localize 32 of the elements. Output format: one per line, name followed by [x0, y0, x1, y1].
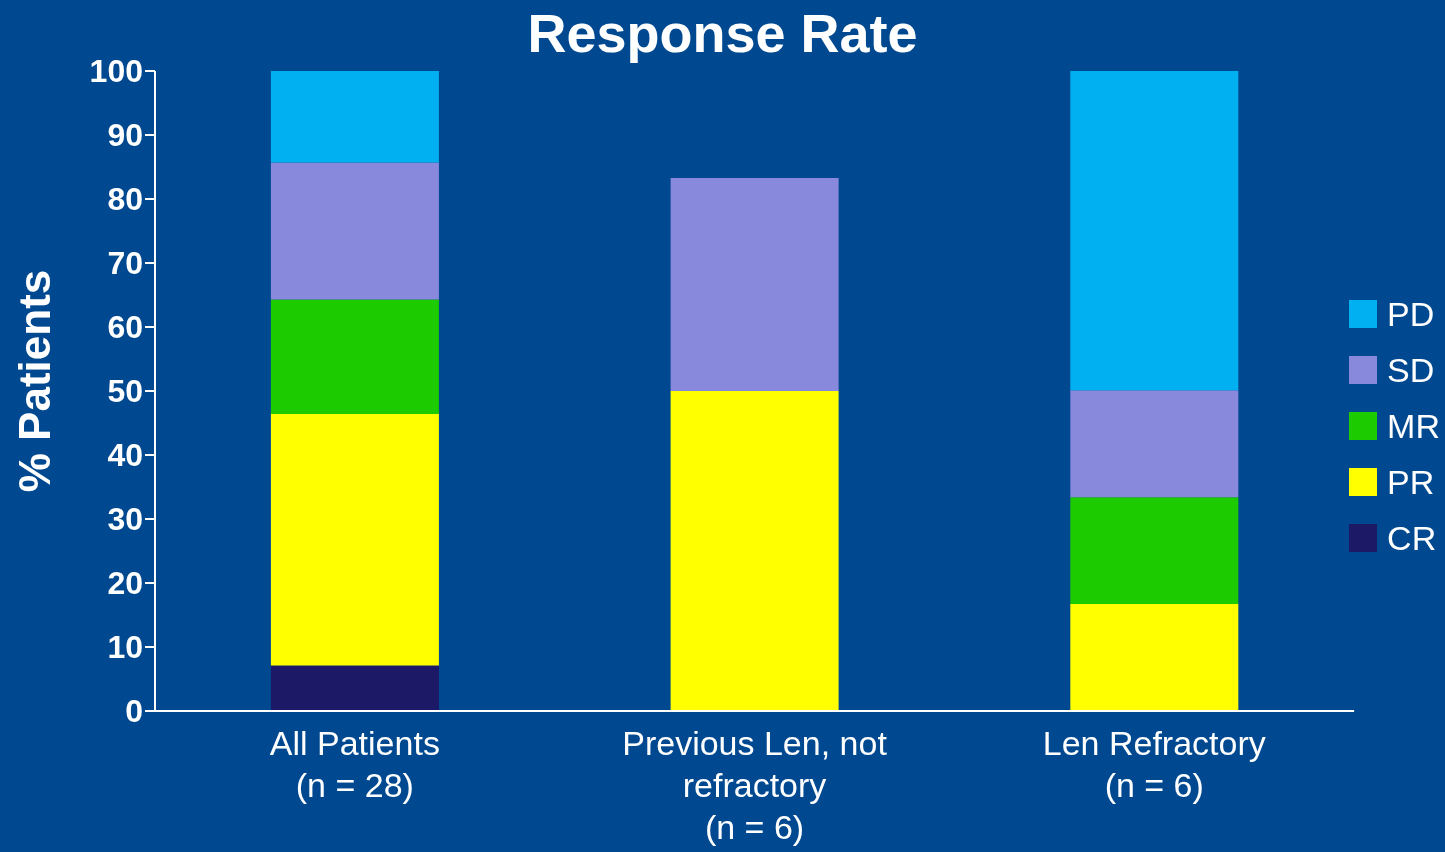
y-tick-label: 90 [107, 117, 143, 154]
x-tick-label: Previous Len, not refractory (n = 6) [622, 724, 888, 846]
legend-label: MR [1387, 406, 1440, 446]
y-tick-label: 40 [107, 437, 143, 474]
y-tick-label: 50 [107, 373, 143, 410]
bar [670, 391, 839, 711]
bar [270, 71, 439, 163]
y-tick-label: 70 [107, 245, 143, 282]
bar [1070, 497, 1239, 605]
y-tick-label: 20 [107, 565, 143, 602]
bar [670, 177, 839, 391]
x-tick-label: All Patients (n = 28) [269, 724, 440, 804]
legend-label: PR [1387, 462, 1435, 502]
y-tick-label: 60 [107, 309, 143, 346]
bar [270, 299, 439, 415]
bar [1070, 71, 1239, 391]
bar [270, 414, 439, 666]
x-tick-label: Len Refractory (n = 6) [1042, 724, 1266, 804]
y-tick-label: 30 [107, 501, 143, 538]
legend-label: PD [1387, 294, 1435, 334]
legend-label: SD [1387, 350, 1435, 390]
y-tick-label: 10 [107, 629, 143, 666]
y-tick-label: 0 [125, 693, 143, 730]
bar [1070, 390, 1239, 498]
chart-title: Response Rate [527, 3, 918, 63]
y-axis-title: % Patients [10, 269, 60, 493]
bar [1070, 604, 1239, 711]
y-tick-label: 100 [89, 53, 143, 90]
bar [270, 162, 439, 300]
bar [270, 665, 439, 711]
y-tick-label: 80 [107, 181, 143, 218]
legend-label: CR [1387, 518, 1437, 558]
